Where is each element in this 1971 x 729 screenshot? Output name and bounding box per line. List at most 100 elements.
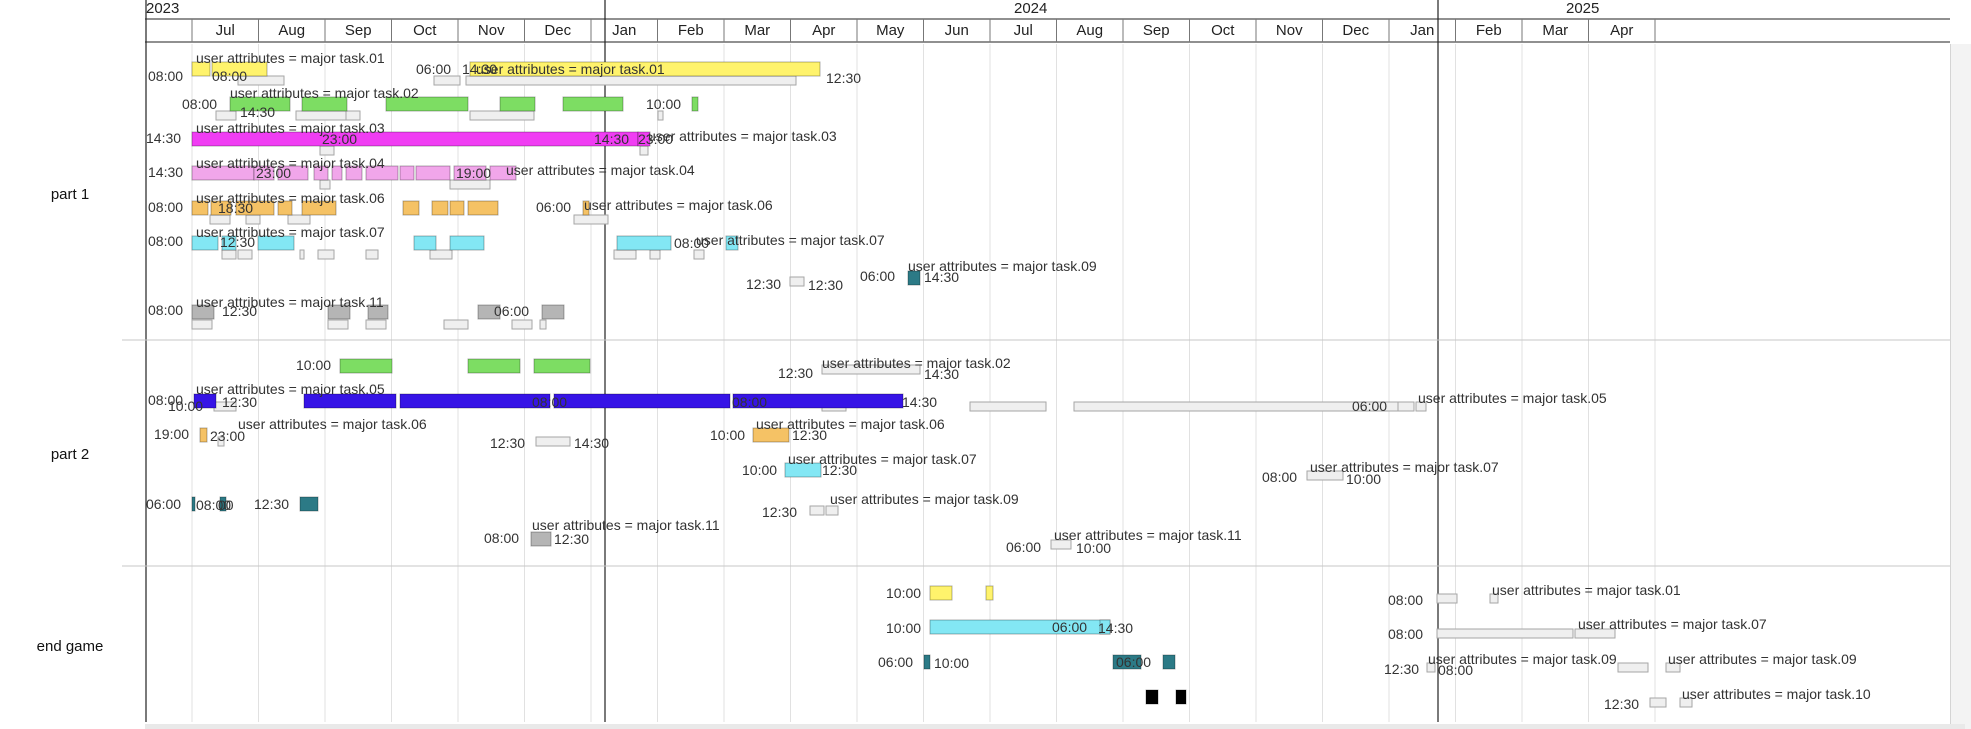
baseline-bar[interactable] (1649, 697, 1667, 708)
task-bar-task06[interactable] (199, 427, 208, 443)
baseline-bar[interactable] (639, 145, 649, 156)
task-bar-task02[interactable] (339, 358, 393, 374)
task-bar-task11[interactable] (530, 531, 552, 547)
task-bar-task01[interactable] (929, 585, 953, 601)
task-bar-task04[interactable] (399, 165, 415, 181)
task-bar-task07[interactable] (257, 235, 295, 251)
task-bar-task02[interactable] (562, 96, 624, 112)
baseline-bar[interactable] (1050, 539, 1072, 550)
baseline-bar[interactable] (365, 319, 387, 330)
baseline-bar[interactable] (345, 110, 361, 121)
baseline-bar[interactable] (1617, 662, 1649, 673)
task-bar-task06[interactable] (301, 200, 337, 216)
task-bar-task01[interactable] (469, 61, 821, 77)
baseline-bar[interactable] (1436, 593, 1458, 604)
baseline-bar[interactable] (469, 110, 535, 121)
baseline-bar[interactable] (789, 276, 805, 287)
task-bar-task06[interactable] (235, 200, 275, 216)
task-bar-task06[interactable] (277, 200, 293, 216)
baseline-bar[interactable] (613, 249, 637, 260)
baseline-bar[interactable] (821, 364, 921, 375)
task-bar-task03[interactable] (637, 131, 651, 147)
task-bar-task05[interactable] (732, 393, 904, 409)
task-bar-task04[interactable] (345, 165, 363, 181)
baseline-bar[interactable] (191, 319, 213, 330)
baseline-bar[interactable] (319, 179, 331, 190)
baseline-bar[interactable] (319, 145, 335, 156)
baseline-bar[interactable] (1489, 593, 1499, 604)
baseline-bar[interactable] (221, 249, 237, 260)
task-bar-task07[interactable] (616, 235, 672, 251)
task-bar-task07[interactable] (221, 235, 237, 251)
baseline-bar[interactable] (1679, 697, 1693, 708)
baseline-bar[interactable] (1574, 628, 1616, 639)
task-bar-task02[interactable] (229, 96, 291, 112)
baseline-bar[interactable] (1665, 662, 1681, 673)
task-bar-task02[interactable] (301, 96, 348, 112)
task-bar-task10[interactable] (1145, 689, 1159, 705)
horizontal-scrollbar[interactable] (145, 724, 1965, 729)
baseline-bar[interactable] (317, 249, 335, 260)
baseline-bar[interactable] (465, 75, 797, 86)
task-bar-task09[interactable] (219, 496, 227, 512)
task-bar-task06[interactable] (752, 427, 790, 443)
task-bar-task06[interactable] (402, 200, 420, 216)
task-bar-task01[interactable] (211, 61, 268, 77)
baseline-bar[interactable] (237, 249, 253, 260)
task-bar-task04[interactable] (253, 165, 275, 181)
task-bar-task07[interactable] (1099, 619, 1111, 635)
task-bar-task05[interactable] (303, 393, 397, 409)
baseline-bar[interactable] (535, 436, 571, 447)
task-bar-task11[interactable] (327, 304, 351, 320)
baseline-bar[interactable] (1436, 628, 1574, 639)
task-bar-task04[interactable] (453, 165, 487, 181)
task-bar-task11[interactable] (541, 304, 565, 320)
baseline-bar[interactable] (443, 319, 469, 330)
baseline-bar[interactable] (1426, 662, 1436, 673)
task-bar-task06[interactable] (210, 200, 232, 216)
task-bar-task04[interactable] (331, 165, 343, 181)
task-bar-task09[interactable] (1112, 654, 1142, 670)
baseline-bar[interactable] (299, 249, 305, 260)
task-bar-task06[interactable] (467, 200, 499, 216)
task-bar-task04[interactable] (365, 165, 399, 181)
task-bar-task07[interactable] (725, 235, 739, 251)
baseline-bar[interactable] (1306, 470, 1344, 481)
task-bar-task02[interactable] (467, 358, 521, 374)
task-bar-task04[interactable] (313, 165, 329, 181)
task-bar-task05[interactable] (553, 393, 731, 409)
baseline-bar[interactable] (433, 75, 461, 86)
task-bar-task07[interactable] (413, 235, 437, 251)
task-bar-task02[interactable] (533, 358, 591, 374)
baseline-bar[interactable] (809, 505, 825, 516)
task-bar-task06[interactable] (449, 200, 465, 216)
task-bar-task11[interactable] (367, 304, 389, 320)
task-bar-task02[interactable] (499, 96, 536, 112)
baseline-bar[interactable] (511, 319, 533, 330)
baseline-bar[interactable] (657, 110, 664, 121)
baseline-bar[interactable] (245, 214, 261, 225)
task-bar-task11[interactable] (191, 304, 215, 320)
baseline-bar[interactable] (295, 110, 347, 121)
baseline-bar[interactable] (215, 110, 237, 121)
task-bar-task05[interactable] (193, 393, 217, 409)
baseline-bar[interactable] (449, 179, 491, 190)
task-bar-task01[interactable] (985, 585, 994, 601)
task-bar-task02[interactable] (385, 96, 469, 112)
baseline-bar[interactable] (649, 249, 661, 260)
task-bar-task09[interactable] (923, 654, 931, 670)
task-bar-task06[interactable] (191, 200, 209, 216)
baseline-bar[interactable] (1397, 401, 1415, 412)
baseline-bar[interactable] (287, 214, 311, 225)
baseline-bar[interactable] (825, 505, 839, 516)
baseline-bar[interactable] (693, 249, 705, 260)
baseline-bar[interactable] (217, 436, 225, 447)
baseline-bar[interactable] (429, 249, 453, 260)
task-bar-task02[interactable] (691, 96, 699, 112)
task-bar-task07[interactable] (784, 462, 822, 478)
task-bar-task04[interactable] (415, 165, 451, 181)
task-bar-task01[interactable] (191, 61, 211, 77)
baseline-bar[interactable] (573, 214, 609, 225)
task-bar-task04[interactable] (489, 165, 517, 181)
task-bar-task07[interactable] (191, 235, 219, 251)
